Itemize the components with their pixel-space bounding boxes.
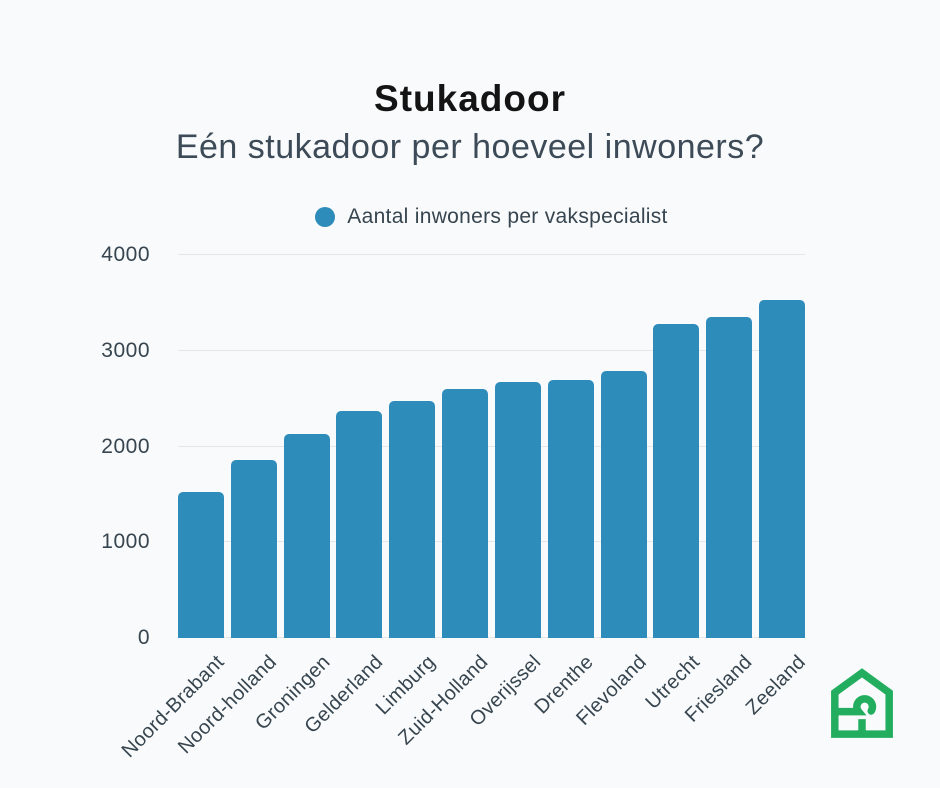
question-mark-curve — [831, 695, 877, 716]
legend-dot-icon — [315, 207, 336, 227]
bar-noord-holland — [230, 459, 277, 638]
chart-subtitle: Eén stukadoor per hoeveel inwoners? — [175, 128, 765, 166]
plot-area — [178, 254, 805, 638]
house-question-mark-logo-icon — [828, 666, 896, 741]
bar-zuid-holland — [442, 389, 489, 638]
bar-gelderland — [336, 411, 383, 638]
gridline — [178, 349, 805, 351]
house-outline — [831, 668, 893, 738]
y-tick-label: 2000 — [101, 434, 150, 458]
y-tick-label: 0 — [137, 626, 150, 649]
y-tick-label: 4000 — [101, 243, 150, 266]
x-axis: Noord-Brabant Noord-holland Groningen Gelde… — [117, 645, 809, 785]
legend: Aantal inwoners per vakspecialist — [178, 203, 805, 231]
gridline — [178, 445, 805, 447]
gridline — [178, 637, 805, 638]
bars — [178, 255, 805, 638]
bar-limburg — [389, 400, 436, 638]
bar-noord-brabant — [178, 491, 224, 638]
chart-title: Stukadoor — [374, 78, 566, 119]
y-tick-label: 1000 — [101, 530, 150, 554]
bar-groningen — [283, 434, 330, 638]
gridline — [178, 254, 805, 255]
bar-overijssel — [494, 382, 541, 638]
y-tick-label: 3000 — [101, 338, 150, 362]
bar-drenthe — [547, 380, 594, 638]
y-axis: 0 1000 2000 3000 4000 — [0, 243, 164, 649]
bar-utrecht — [653, 323, 700, 638]
bar-friesland — [706, 317, 753, 638]
gridline — [178, 541, 805, 543]
bar-zeeland — [758, 300, 805, 638]
bar-flevoland — [600, 370, 647, 638]
legend-label: Aantal inwoners per vakspecialist — [347, 205, 668, 228]
